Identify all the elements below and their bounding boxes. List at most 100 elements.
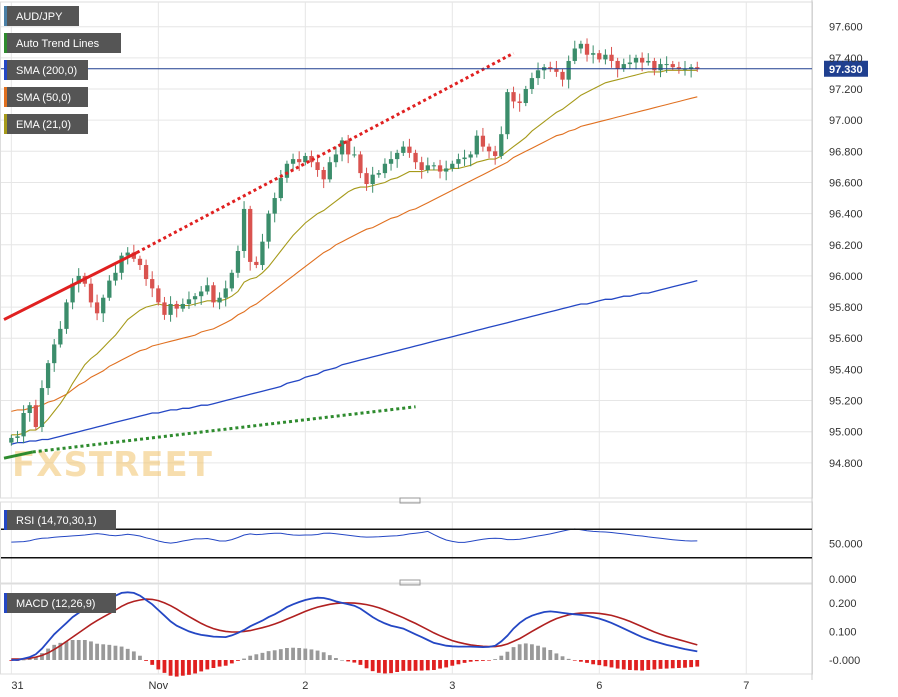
candle-body [646,60,651,63]
candle-body [278,177,283,199]
macd-histogram-bar [327,655,332,660]
macd-histogram-bar [52,644,57,660]
macd-histogram-bar [82,640,87,660]
macd-y-tick-label: 0.100 [829,626,857,638]
candle-body [370,174,375,185]
macd-histogram-bar [278,649,283,660]
candle-body [217,297,222,303]
macd-histogram-bar [579,660,583,662]
x-tick-label: Nov [149,680,169,692]
legend-item-2-label: SMA (200,0) [16,65,77,77]
legend-item-0-label: AUD/JPY [16,11,63,23]
last-price-label: 97.330 [829,64,863,76]
legend-item-3-swatch [4,87,7,107]
macd-histogram-bar [168,660,173,676]
macd-y-tick-label: -0.000 [829,655,860,667]
legend-item-0-swatch [4,6,7,26]
candle-body [199,291,204,297]
macd-histogram-bar [364,660,369,669]
macd-histogram-bar [321,652,326,660]
macd-histogram-bar [591,660,596,665]
candle-body [45,363,51,389]
candle-body [272,198,277,214]
legend-item-3-box [4,87,88,107]
macd-legend-label: MACD (12,26,9) [16,598,95,610]
macd-histogram-bar [530,644,534,660]
y-tick-label: 97.600 [829,22,863,34]
candle-body [241,208,247,251]
sma50-line [11,96,698,412]
macd-histogram-bar [536,645,540,660]
candle-body [419,162,424,170]
macd-histogram-bar [505,651,510,660]
macd-histogram-bar [542,647,547,660]
legend-item-1-box [4,33,121,53]
y-tick-label: 96.400 [829,209,863,221]
candle-body [290,159,296,164]
macd-histogram-bar [560,656,565,660]
macd-histogram-bar [199,660,204,672]
candle-body [297,159,302,163]
macd-histogram-bar [621,660,626,670]
y-tick-label: 95.200 [829,396,863,408]
macd-histogram-bar [401,660,406,671]
macd-histogram-bar [193,660,197,674]
macd-histogram-bar [487,660,491,661]
candle-body [235,251,241,273]
macd-histogram-bar [517,644,522,660]
y-tick-label: 95.800 [829,302,863,314]
candle-body [523,89,528,104]
macd-histogram-bar [683,660,687,668]
candle-body [591,53,596,55]
candle-body [664,64,669,66]
candle-body [254,261,259,266]
macd-histogram-bar [597,660,602,666]
candle-body [603,54,608,60]
macd-histogram-bar [119,646,124,660]
candle-body [192,296,198,300]
candle-body [493,151,498,156]
candle-body [266,213,271,242]
candle-body [327,162,332,180]
candle-body [168,303,173,315]
macd-histogram-bar [652,660,657,670]
macd-histogram-bar [603,660,608,667]
y-tick-label: 96.200 [829,240,863,252]
rsi-y-tick-label: 50.000 [829,539,863,551]
candle-body [284,163,290,178]
macd-histogram-bar [46,648,50,660]
candle-body [511,92,516,102]
macd-y-tick-label: 0.200 [829,598,857,610]
legend-item-1-label: Auto Trend Lines [16,38,100,50]
rsi-legend-label: RSI (14,70,30,1) [16,515,97,527]
candle-body [125,252,130,256]
macd-histogram-bar [425,660,430,671]
macd-histogram-bar [223,660,228,666]
candle-body [456,159,461,164]
macd-histogram-bar [113,645,118,660]
candle-body [162,302,167,315]
candle-body [572,48,577,61]
macd-histogram-bar [646,660,651,670]
candle-body [450,163,455,169]
candle-body [9,437,14,443]
macd-signal-line [11,598,698,660]
last-price-tag [824,60,868,77]
x-tick-label: 2 [302,680,308,692]
candle-body [529,78,535,89]
macd-histogram-bar [389,660,393,674]
trend-line-resistance-solid [3,251,138,321]
macd-histogram-bar [493,659,498,660]
candle-body [444,168,449,172]
macd-histogram-bar [419,660,424,671]
y-tick-label: 97.000 [829,115,863,127]
candle-body [211,285,216,303]
macd-histogram-bar [101,644,106,660]
candle-body [364,173,369,185]
macd-histogram-bar [474,660,479,662]
macd-histogram-bar [131,651,136,660]
macd-histogram-bar [236,660,240,661]
candle-body [676,67,682,69]
candle-body [627,62,633,65]
